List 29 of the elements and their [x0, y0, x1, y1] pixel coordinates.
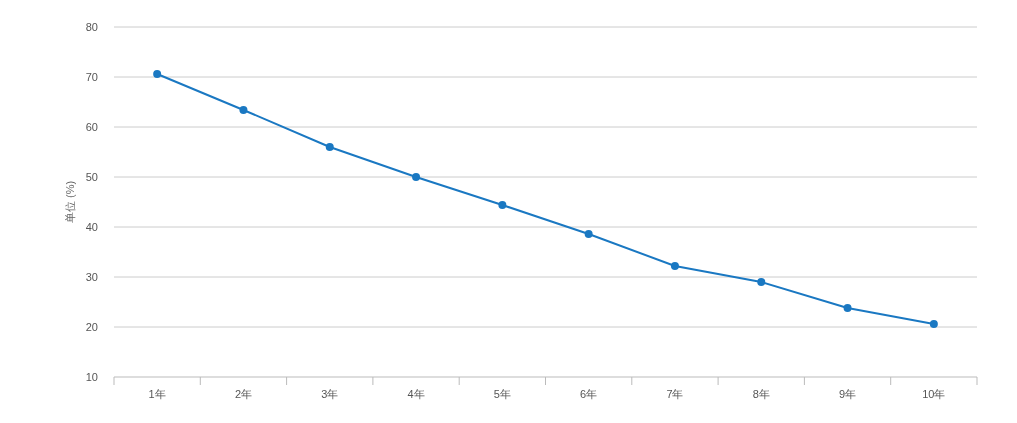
point: [843, 304, 852, 312]
point: [757, 278, 766, 286]
x-tick-label: 3年: [321, 388, 339, 400]
y-tick-label: 20: [85, 321, 98, 333]
y-tick-label: 40: [85, 221, 98, 233]
x-tick-label: 9年: [838, 388, 857, 400]
y-tick-label: 50: [85, 171, 98, 183]
y-tick-label: 70: [85, 71, 98, 83]
point: [584, 230, 593, 238]
point: [153, 70, 162, 78]
x-tick-label: 10年: [922, 388, 946, 400]
x-tick-label: 5年: [493, 388, 511, 400]
point: [325, 143, 334, 151]
point: [929, 320, 938, 328]
y-tick-label: 30: [85, 271, 98, 283]
x-tick-label: 6年: [580, 388, 598, 400]
x-tick-label: 8年: [752, 388, 770, 400]
x-tick-label: 4年: [407, 388, 425, 400]
point: [498, 201, 507, 209]
y-axis-title: 单位 (%): [64, 180, 76, 224]
y-tick-label: 10: [85, 371, 98, 383]
y-tick-label: 80: [85, 21, 98, 33]
x-tick-label: 2年: [234, 388, 253, 400]
point: [670, 262, 679, 270]
x-tick-label: 1年: [148, 388, 166, 400]
point: [412, 173, 421, 181]
x-tick-label: 7年: [666, 388, 684, 400]
y-tick-label: 60: [85, 121, 98, 133]
point: [239, 106, 248, 114]
